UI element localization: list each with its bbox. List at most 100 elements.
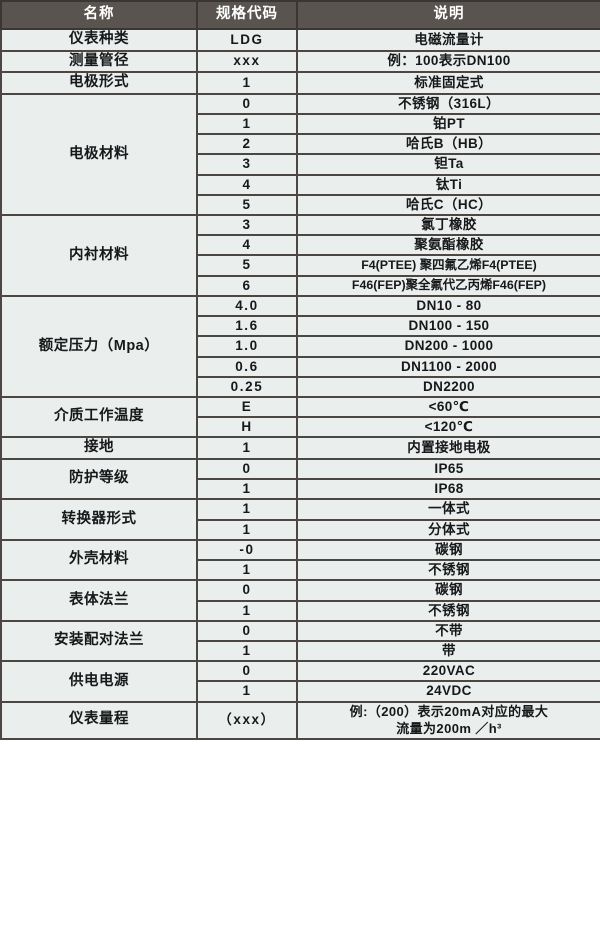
table-body: 仪表种类 LDG 电磁流量计 测量管径 xxx 例：100表示DN100 电极形式 1 标准固定… xyxy=(0,28,600,740)
description-cell: F4(PTEE) 聚四氟乙烯F4(PTEE) xyxy=(296,254,600,277)
row-name-cell: 外壳材料 xyxy=(0,538,198,582)
spec-code-cell: 5 xyxy=(196,254,298,277)
table-row: 仪表量程 （xxx） 例:（200）表示20mA对应的最大 流量为200m ／h³ xyxy=(0,700,600,740)
spec-code-cell: 0.6 xyxy=(196,355,298,378)
description-cell: 例:（200）表示20mA对应的最大 流量为200m ／h³ xyxy=(296,700,600,740)
table-row: 安装配对法兰 0 不带 xyxy=(0,619,600,663)
description-cell: 哈氏B（HB） xyxy=(296,133,600,156)
description-cell: IP65 xyxy=(296,457,600,481)
table-row: 2 哈氏B（HB） xyxy=(1,133,600,156)
spec-code-cell: 1 xyxy=(196,478,298,501)
spec-code-cell: 0 xyxy=(196,660,298,683)
description-cell: 哈氏C（HC） xyxy=(296,193,600,217)
table-row: 0.25 DN2200 xyxy=(1,375,600,398)
description-cell: 碳钢 xyxy=(296,579,600,602)
description-cell: 氯丁橡胶 xyxy=(296,213,600,237)
description-cell: 一体式 xyxy=(296,498,600,521)
table-header: 名称 规格代码 说明 xyxy=(0,0,600,30)
description-cell: 铂PT xyxy=(296,112,600,136)
spec-code-cell: 0 xyxy=(196,619,298,642)
table-row: 测量管径 xxx 例：100表示DN100 xyxy=(0,49,600,74)
table-row: 1 24VDC xyxy=(1,680,600,703)
spec-code-cell: 0 xyxy=(196,457,298,481)
row-name-cell: 表体法兰 xyxy=(0,579,198,622)
table-row: 0.6 DN1100 - 2000 xyxy=(1,355,600,378)
spec-code-cell: 4 xyxy=(196,173,298,196)
description-cell: DN100 - 150 xyxy=(296,315,600,338)
spec-code-cell: 1 xyxy=(196,518,298,541)
spec-code-cell: 1 xyxy=(196,498,298,521)
row-name-cell: 电极材料 xyxy=(0,92,198,217)
description-cell: 220VAC xyxy=(296,660,600,683)
description-cell: 碳钢 xyxy=(296,538,600,562)
row-name-cell: 防护等级 xyxy=(0,457,198,501)
description-cell: 钛Ti xyxy=(296,173,600,196)
table-row: 6 F46(FEP)聚全氟代乙丙烯F46(FEP) xyxy=(1,274,600,297)
spec-code-cell: 0 xyxy=(196,92,298,115)
spec-code-cell: 6 xyxy=(196,274,298,297)
table-row: 1.6 DN100 - 150 xyxy=(1,315,600,338)
table-row: 1 分体式 xyxy=(1,518,600,541)
description-cell: 电磁流量计 xyxy=(296,28,600,52)
table-row: 介质工作温度 E <60℃ xyxy=(0,395,600,439)
table-row: 5 F4(PTEE) 聚四氟乙烯F4(PTEE) xyxy=(1,254,600,277)
spec-code-cell: E xyxy=(196,395,298,419)
table-row: 仪表种类 LDG 电磁流量计 xyxy=(0,28,600,52)
row-name-cell: 电极形式 xyxy=(0,71,198,95)
table-row: 供电电源 0 220VAC xyxy=(0,660,600,703)
spec-code-cell: 1 xyxy=(196,436,298,460)
spec-code-cell: 1 xyxy=(196,639,298,663)
description-cell: DN10 - 80 xyxy=(296,294,600,318)
row-name-cell: 仪表种类 xyxy=(0,28,198,52)
table-row: 1 不锈钢 xyxy=(1,599,600,622)
table-row: 1.0 DN200 - 1000 xyxy=(1,335,600,358)
table-row: 5 哈氏C（HC） xyxy=(1,193,600,217)
column-header-code: 规格代码 xyxy=(196,0,298,30)
row-name-cell: 介质工作温度 xyxy=(0,395,198,439)
spec-code-cell: 0.25 xyxy=(196,375,298,398)
spec-code-cell: -0 xyxy=(196,538,298,562)
table-row: 外壳材料 -0 碳钢 xyxy=(0,538,600,582)
table-row: 1 IP68 xyxy=(1,478,600,501)
table-row: 4 聚氨酯橡胶 xyxy=(1,234,600,257)
spec-code-cell: 1 xyxy=(196,599,298,622)
row-name-cell: 内衬材料 xyxy=(0,214,198,297)
row-name-cell: 供电电源 xyxy=(0,660,198,703)
table-row: 额定压力（Mpa） 4.0 DN10 - 80 xyxy=(0,294,600,398)
spec-code-cell: 4.0 xyxy=(196,294,298,318)
table-row: 接地 1 内置接地电极 xyxy=(0,436,600,460)
table-row: 电极形式 1 标准固定式 xyxy=(0,71,600,95)
spec-code-cell: 3 xyxy=(196,153,298,176)
description-cell: 不锈钢 xyxy=(296,559,600,582)
description-cell: DN1100 - 2000 xyxy=(296,355,600,378)
column-header-name: 名称 xyxy=(0,0,198,30)
spec-code-cell: 0 xyxy=(196,579,298,602)
description-cell: <60℃ xyxy=(296,395,600,419)
description-cell: <120℃ xyxy=(296,416,600,439)
description-cell: 24VDC xyxy=(296,680,600,703)
table-row: 1 铂PT xyxy=(1,112,600,136)
table-row: 表体法兰 0 碳钢 xyxy=(0,579,600,622)
column-header-desc: 说明 xyxy=(296,0,600,30)
spec-code-cell: xxx xyxy=(196,49,298,74)
spec-table: 名称 规格代码 说明 仪表种类 LDG 电磁流量计 测量管径 xxx 例：100表示DN1… xyxy=(0,0,600,740)
description-cell: 内置接地电极 xyxy=(296,436,600,460)
spec-code-cell: 4 xyxy=(196,234,298,257)
description-cell: 不锈钢 xyxy=(296,599,600,622)
spec-code-cell: 3 xyxy=(196,213,298,237)
description-cell: 例：100表示DN100 xyxy=(296,49,600,74)
description-cell: 不锈钢（316L） xyxy=(296,92,600,115)
description-cell: 分体式 xyxy=(296,518,600,541)
spec-code-cell: LDG xyxy=(196,28,298,52)
description-cell: 钽Ta xyxy=(296,153,600,176)
spec-code-cell: 1 xyxy=(196,559,298,582)
description-cell: DN200 - 1000 xyxy=(296,335,600,358)
description-cell: 不带 xyxy=(296,619,600,642)
header-row: 名称 规格代码 说明 xyxy=(0,0,600,30)
table-row: 防护等级 0 IP65 xyxy=(0,457,600,501)
row-name-cell: 安装配对法兰 xyxy=(0,619,198,663)
row-name-cell: 转换器形式 xyxy=(0,498,198,541)
table-row: 3 钽Ta xyxy=(1,153,600,176)
description-cell: 聚氨酯橡胶 xyxy=(296,234,600,257)
